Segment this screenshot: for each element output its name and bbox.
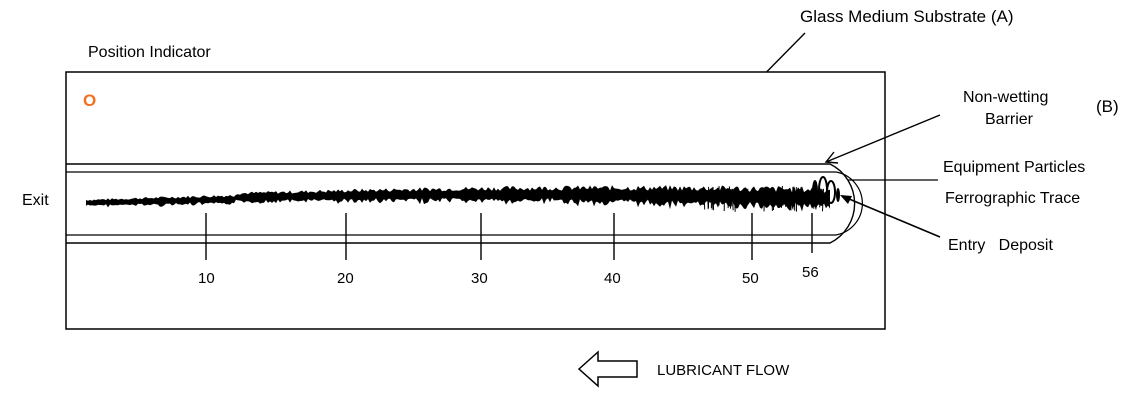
trace-spike	[717, 188, 719, 203]
non-wetting-barrier-label-line2: Barrier	[985, 111, 1034, 128]
trace-band	[86, 185, 830, 212]
entry-deposit	[812, 176, 840, 204]
trace-spike	[785, 191, 788, 203]
scale-label-30: 30	[471, 270, 488, 287]
ferrographic-trace-label: Ferrographic Trace	[945, 190, 1080, 207]
trace-spike	[733, 188, 736, 212]
scale-label-50: 50	[742, 270, 759, 287]
scale-label-40: 40	[604, 270, 621, 287]
position-marker: O	[83, 91, 96, 110]
left-outline-arrow-icon	[577, 350, 638, 388]
scale: 10 20 30 40 50 56	[198, 213, 819, 287]
trace-spike	[782, 191, 784, 206]
trace-spike	[800, 187, 802, 208]
barrier-inner-line	[66, 171, 863, 236]
trace-spike	[763, 189, 766, 212]
scale-label-10: 10	[198, 270, 215, 287]
non-wetting-barrier	[66, 163, 856, 244]
position-indicator-label: Position Indicator	[88, 44, 211, 61]
non-wetting-barrier-label: Non-wetting	[963, 89, 1048, 106]
scale-label-56: 56	[802, 264, 819, 281]
equipment-particles-label: Equipment Particles	[943, 159, 1085, 176]
entry-deposit-label: Entry Deposit	[948, 237, 1053, 254]
trace-spike	[728, 186, 731, 205]
trace-spike	[711, 186, 714, 210]
trace-spike	[822, 188, 824, 212]
glass-substrate-label: Glass Medium Substrate (A)	[800, 7, 1014, 26]
lubricant-flow-label: LUBRICANT FLOW	[657, 362, 790, 379]
trace-spike	[789, 189, 792, 211]
trace-spike	[781, 185, 783, 208]
barrier-leader-arrow	[824, 114, 941, 164]
barrier-b-marker: (B)	[1096, 97, 1119, 116]
trace-spike	[747, 188, 749, 205]
trace-spike	[791, 186, 794, 208]
scale-label-20: 20	[337, 270, 354, 287]
exit-label: Exit	[22, 192, 49, 209]
trace-spike	[703, 187, 706, 210]
trace-spike	[772, 191, 774, 211]
trace-spike	[731, 188, 734, 211]
trace-spike	[771, 191, 773, 211]
trace-spike	[730, 188, 732, 209]
trace-spike	[744, 188, 747, 203]
entry-deposit-arrow	[840, 195, 941, 238]
